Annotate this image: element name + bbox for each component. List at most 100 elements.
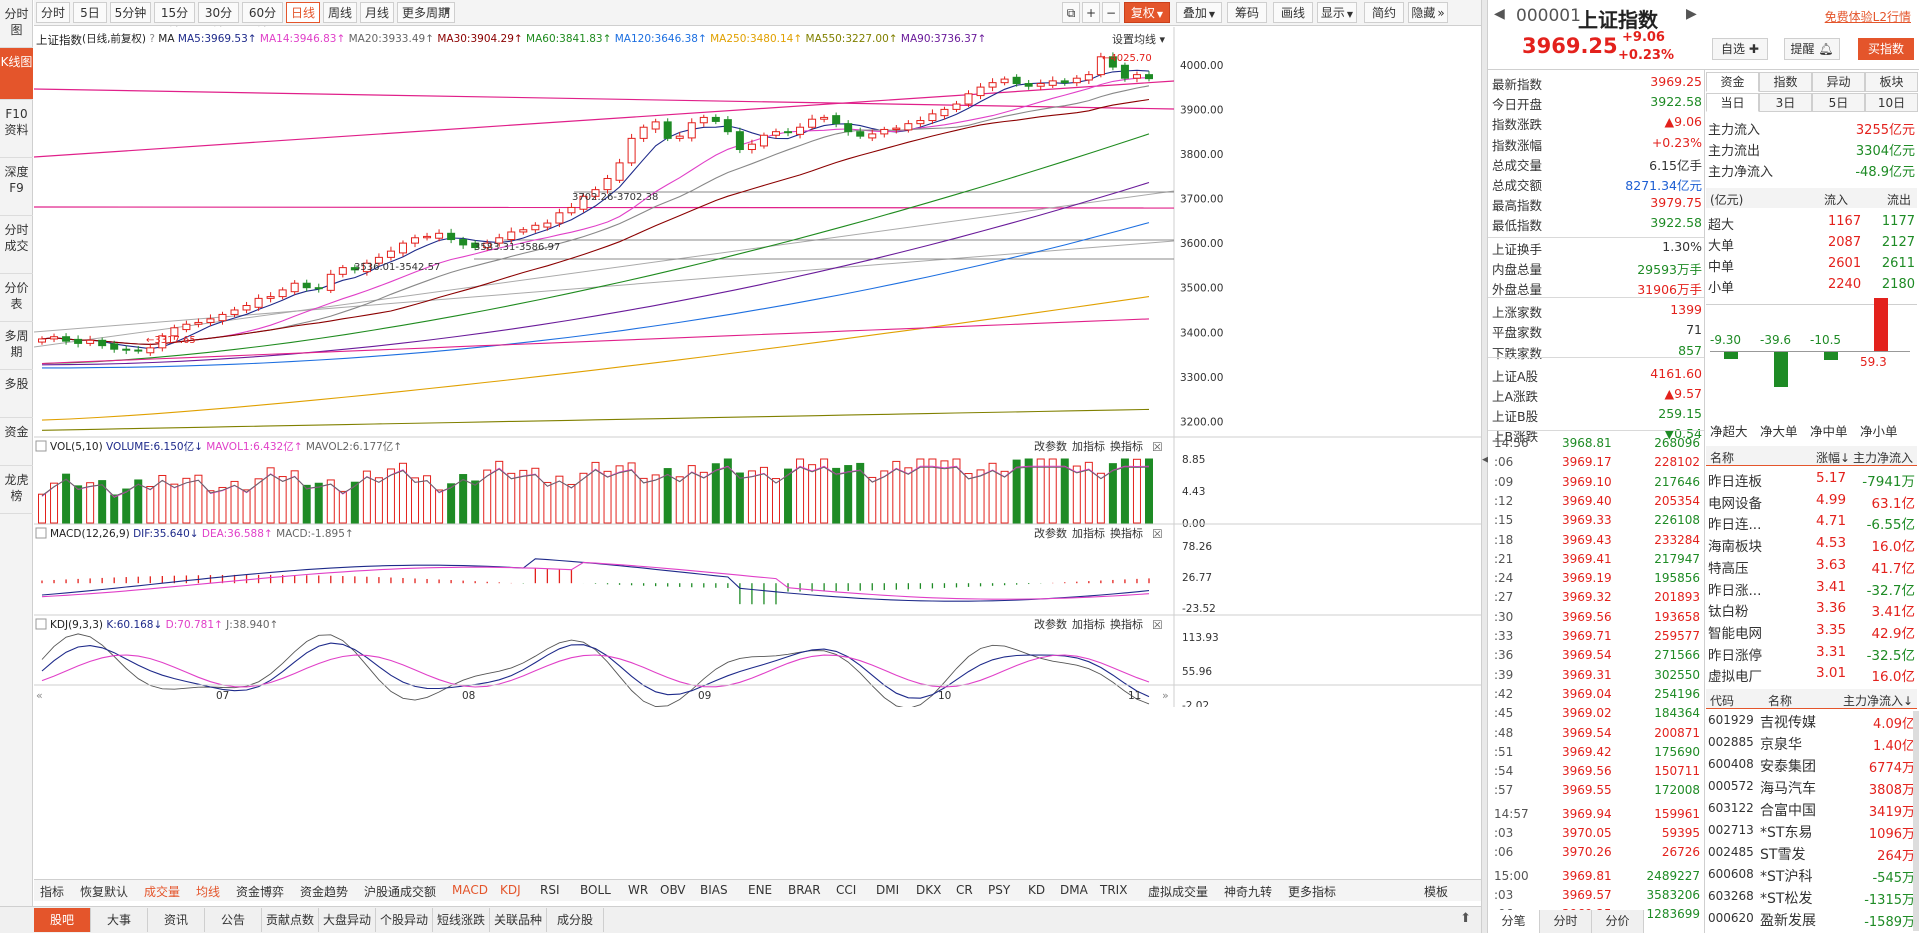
kdj-btn-2[interactable]: 换指标 [1110, 617, 1143, 631]
fund-tab-3[interactable]: 板块 [1865, 72, 1918, 92]
indicator-tab-18[interactable]: DKX [916, 883, 942, 897]
period-button-6[interactable]: 日线 [286, 2, 320, 23]
stock-row-6[interactable]: 002485 ST雪发 264万 [1706, 843, 1917, 864]
fund-period-0[interactable]: 当日 [1706, 93, 1759, 112]
footer-tab-0[interactable]: 股吧 [34, 908, 91, 932]
left-tab-0[interactable]: 分时图 [0, 0, 33, 48]
buy-index-button[interactable]: 买指数 [1858, 38, 1914, 60]
indicator-tab-6[interactable]: 沪股通成交额 [364, 885, 437, 899]
scroll-right-icon[interactable]: » [1162, 689, 1169, 702]
footer-tab-5[interactable]: 大盘异动 [319, 908, 376, 932]
indicator-tab-19[interactable]: CR [956, 883, 973, 897]
sector-row-4[interactable]: 特高压 3.63 41.7亿 [1706, 555, 1917, 577]
tool-button-5[interactable]: 简约 [1364, 2, 1404, 23]
sector-row-3[interactable]: 海南板块 4.53 16.0亿 [1706, 533, 1917, 555]
collapse-icon[interactable]: ◀ [1482, 455, 1489, 465]
tool-button-6[interactable]: 隐藏» [1408, 2, 1448, 23]
fund-period-2[interactable]: 5日 [1812, 93, 1865, 112]
stock-row-1[interactable]: 002885 京泉华 1.40亿 [1706, 733, 1917, 754]
sector-row-6[interactable]: 钛白粉 3.36 3.41亿 [1706, 598, 1917, 620]
stock-row-4[interactable]: 603122 合富中国 3419万 [1706, 799, 1917, 820]
period-button-4[interactable]: 30分钟 [198, 2, 239, 40]
sector-row-8[interactable]: 昨日涨停 3.31 -32.5亿 [1706, 642, 1917, 664]
kdj-help-icon[interactable] [35, 618, 47, 630]
tick-tab-2[interactable]: 分价 [1592, 910, 1644, 933]
period-button-3[interactable]: 15分钟 [154, 2, 195, 40]
indicator-tab-23[interactable]: TRIX [1100, 883, 1128, 897]
indicator-tab-14[interactable]: ENE [748, 883, 773, 897]
footer-tab-1[interactable]: 大事 [91, 908, 148, 932]
fund-tab-0[interactable]: 资金 [1706, 72, 1759, 92]
window-icon[interactable]: ⧉ [1062, 2, 1080, 23]
vol-close-icon[interactable]: ☒ [1152, 440, 1163, 454]
indicator-tab-25[interactable]: 神奇九转 [1224, 885, 1273, 899]
scroll-left-icon[interactable]: « [36, 689, 43, 702]
sector-row-2[interactable]: 昨日连... 4.71 -6.55亿 [1706, 511, 1917, 533]
macd-btn-2[interactable]: 换指标 [1110, 526, 1143, 540]
indicator-tab-15[interactable]: BRAR [788, 883, 821, 897]
macd-close-icon[interactable]: ☒ [1152, 527, 1163, 541]
indicator-tab-16[interactable]: CCI [836, 883, 857, 897]
fund-tab-1[interactable]: 指数 [1759, 72, 1812, 92]
indicator-tab-7[interactable]: MACD [452, 883, 488, 897]
left-tab-4[interactable]: 分时成交 [0, 216, 33, 274]
period-button-5[interactable]: 60分钟 [242, 2, 283, 40]
sector-row-7[interactable]: 智能电网 3.35 42.9亿 [1706, 620, 1917, 642]
indicator-tab-2[interactable]: 成交量 [144, 885, 181, 899]
tool-button-4[interactable]: 显示 ▼ [1317, 2, 1357, 23]
vol-btn-1[interactable]: 加指标 [1072, 439, 1105, 453]
macd-btn-1[interactable]: 加指标 [1072, 526, 1105, 540]
indicator-tab-21[interactable]: KD [1028, 883, 1046, 897]
tick-tab-0[interactable]: 分笔 [1488, 910, 1540, 933]
stock-row-5[interactable]: 002713 *ST东易 1096万 [1706, 821, 1917, 842]
prev-stock-icon[interactable]: ◀ [1494, 6, 1505, 22]
footer-tab-8[interactable]: 关联品种 [490, 908, 547, 932]
footer-tab-6[interactable]: 个股异动 [376, 908, 433, 932]
footer-tab-4[interactable]: 贡献点数 [262, 908, 319, 932]
period-button-9[interactable]: 更多周期 [397, 2, 455, 23]
macd-help-icon[interactable] [35, 527, 47, 539]
indicator-tab-3[interactable]: 均线 [196, 885, 221, 899]
footer-tab-9[interactable]: 成分股 [547, 908, 604, 932]
indicator-tab-12[interactable]: OBV [660, 883, 686, 897]
left-tab-7[interactable]: 多股 [0, 370, 33, 418]
left-tab-2[interactable]: F10资料 [0, 100, 33, 158]
left-tab-9[interactable]: 龙虎榜 [0, 466, 33, 514]
period-button-7[interactable]: 周线 [323, 2, 357, 23]
stock-scrollbar[interactable] [1913, 711, 1919, 931]
indicator-tab-17[interactable]: DMI [876, 883, 900, 897]
left-tab-3[interactable]: 深度F9 [0, 158, 33, 216]
left-tab-1[interactable]: K线图 [0, 48, 33, 100]
sector-row-5[interactable]: 昨日涨... 3.41 -32.7亿 [1706, 577, 1917, 599]
indicator-tab-5[interactable]: 资金趋势 [300, 885, 349, 899]
indicator-tab-11[interactable]: WR [628, 883, 649, 897]
sector-row-9[interactable]: 虚拟电厂 3.01 16.0亿 [1706, 663, 1917, 685]
indicator-tab-4[interactable]: 资金博弈 [236, 885, 285, 899]
left-tab-5[interactable]: 分价表 [0, 274, 33, 322]
vol-btn-0[interactable]: 改参数 [1034, 439, 1067, 453]
kdj-btn-0[interactable]: 改参数 [1034, 617, 1067, 631]
indicator-tab-0[interactable]: 指标 [40, 885, 65, 899]
indicator-tab-1[interactable]: 恢复默认 [80, 885, 129, 899]
tool-button-1[interactable]: 叠加 ▼ [1176, 2, 1222, 23]
tool-button-0[interactable]: 复权 ▼ [1124, 2, 1170, 23]
fund-period-1[interactable]: 3日 [1759, 93, 1812, 112]
tool-button-3[interactable]: 画线 [1273, 2, 1313, 23]
stock-row-0[interactable]: 601929 吉视传媒 4.09亿 [1706, 711, 1917, 732]
indicator-tab-24[interactable]: 虚拟成交量 [1148, 885, 1209, 899]
help-icon[interactable]: ? [149, 33, 158, 45]
indicator-tab-10[interactable]: BOLL [580, 883, 611, 897]
trial-link[interactable]: 免费体验L2行情 [1824, 10, 1911, 24]
period-button-8[interactable]: 月线 [360, 2, 394, 23]
add-favorite-button[interactable]: 自选 ✚ [1712, 38, 1768, 60]
zoom-out-icon[interactable]: − [1102, 2, 1120, 23]
period-button-1[interactable]: 5日 [73, 2, 107, 23]
panel-divider[interactable]: ◀ [1481, 0, 1489, 933]
sector-row-0[interactable]: 昨日连板 5.17 -7941万 [1706, 468, 1917, 490]
sector-row-1[interactable]: 电网设备 4.99 63.1亿 [1706, 490, 1917, 512]
indicator-tab-8[interactable]: KDJ [500, 883, 521, 897]
stock-row-9[interactable]: 000620 盈新发展 -1589万 [1706, 909, 1917, 930]
vol-help-icon[interactable] [35, 440, 47, 452]
left-tab-6[interactable]: 多周期 [0, 322, 33, 370]
stock-row-7[interactable]: 600608 *ST沪科 -545万 [1706, 865, 1917, 886]
